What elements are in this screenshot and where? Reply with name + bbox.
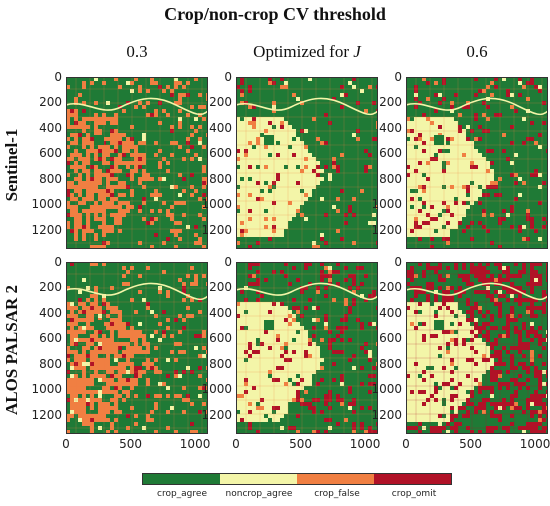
y-tick-label: 200 bbox=[39, 95, 62, 110]
y-tick-label: 400 bbox=[209, 120, 232, 135]
y-tick-label: 800 bbox=[39, 356, 62, 371]
y-tick-label: 200 bbox=[379, 95, 402, 110]
map-panel-2-3 bbox=[406, 262, 548, 434]
y-tick-label: 800 bbox=[379, 171, 402, 186]
classification-map bbox=[406, 262, 548, 434]
x-tick-label: 0 bbox=[232, 437, 240, 451]
y-tick-label: 1200 bbox=[201, 407, 232, 422]
classification-map bbox=[236, 77, 378, 249]
y-tick-label: 200 bbox=[39, 280, 62, 295]
x-tick-label: 500 bbox=[459, 437, 482, 451]
map-panel-1-3 bbox=[406, 77, 548, 249]
y-tick-label: 400 bbox=[209, 305, 232, 320]
legend-label-crop-omit: crop_omit bbox=[391, 489, 437, 499]
y-tick-label: 600 bbox=[209, 331, 232, 346]
y-tick-label: 0 bbox=[54, 70, 62, 84]
colorbar-legend bbox=[142, 473, 452, 485]
legend-swatch-noncrop-agree bbox=[220, 474, 297, 484]
x-tick-label: 0 bbox=[62, 437, 70, 451]
map-panel-1-1 bbox=[66, 77, 208, 249]
map-panel-2-2 bbox=[236, 262, 378, 434]
y-tick-label: 800 bbox=[39, 171, 62, 186]
classification-map bbox=[406, 77, 548, 249]
y-tick-label: 1000 bbox=[31, 382, 62, 397]
y-tick-label: 1200 bbox=[201, 222, 232, 237]
column-header-3: 0.6 bbox=[466, 42, 488, 61]
y-tick-label: 0 bbox=[224, 70, 232, 84]
x-tick-label: 1000 bbox=[179, 437, 211, 451]
y-tick-label: 600 bbox=[379, 146, 402, 161]
row-label-alos: ALOS PALSAR 2 bbox=[2, 284, 21, 416]
map-panel-1-2 bbox=[236, 77, 378, 249]
y-tick-label: 1000 bbox=[31, 197, 62, 212]
x-tick-label: 1000 bbox=[519, 437, 550, 451]
y-tick-label: 800 bbox=[379, 356, 402, 371]
map-panel-2-1 bbox=[66, 262, 208, 434]
y-tick-label: 400 bbox=[39, 120, 62, 135]
y-tick-label: 200 bbox=[209, 95, 232, 110]
y-tick-label: 1200 bbox=[31, 222, 62, 237]
y-tick-label: 600 bbox=[209, 146, 232, 161]
legend-label-crop-agree: crop_agree bbox=[157, 489, 207, 499]
y-tick-label: 0 bbox=[54, 255, 62, 269]
y-tick-label: 600 bbox=[39, 331, 62, 346]
legend-swatch-crop-agree bbox=[143, 474, 220, 484]
y-tick-label: 400 bbox=[39, 305, 62, 320]
legend-swatch-crop-false bbox=[297, 474, 374, 484]
y-tick-label: 1000 bbox=[201, 382, 232, 397]
y-tick-label: 400 bbox=[379, 120, 402, 135]
y-tick-label: 600 bbox=[39, 146, 62, 161]
x-tick-label: 500 bbox=[119, 437, 142, 451]
y-tick-label: 1000 bbox=[371, 382, 402, 397]
y-tick-label: 800 bbox=[209, 356, 232, 371]
column-header-2: Optimized for J bbox=[253, 42, 361, 61]
y-tick-label: 200 bbox=[379, 280, 402, 295]
legend-label-crop-false: crop_false bbox=[314, 489, 360, 499]
y-tick-label: 1200 bbox=[31, 407, 62, 422]
legend-swatch-crop-omit bbox=[374, 474, 451, 484]
y-tick-label: 1000 bbox=[371, 197, 402, 212]
y-tick-label: 1000 bbox=[201, 197, 232, 212]
figure-title: Crop/non-crop CV threshold bbox=[164, 4, 386, 24]
column-header-1: 0.3 bbox=[126, 42, 148, 61]
x-tick-label: 0 bbox=[402, 437, 410, 451]
x-tick-label: 1000 bbox=[349, 437, 381, 451]
classification-map bbox=[66, 262, 208, 434]
y-tick-label: 0 bbox=[224, 255, 232, 269]
y-tick-label: 800 bbox=[209, 171, 232, 186]
y-tick-label: 0 bbox=[394, 255, 402, 269]
y-tick-label: 1200 bbox=[371, 407, 402, 422]
classification-map bbox=[236, 262, 378, 434]
y-tick-label: 200 bbox=[209, 280, 232, 295]
y-tick-label: 1200 bbox=[371, 222, 402, 237]
y-tick-label: 0 bbox=[394, 70, 402, 84]
y-tick-label: 600 bbox=[379, 331, 402, 346]
classification-map bbox=[66, 77, 208, 249]
y-tick-label: 400 bbox=[379, 305, 402, 320]
legend-label-noncrop-agree: noncrop_agree bbox=[225, 489, 293, 499]
x-tick-label: 500 bbox=[289, 437, 312, 451]
